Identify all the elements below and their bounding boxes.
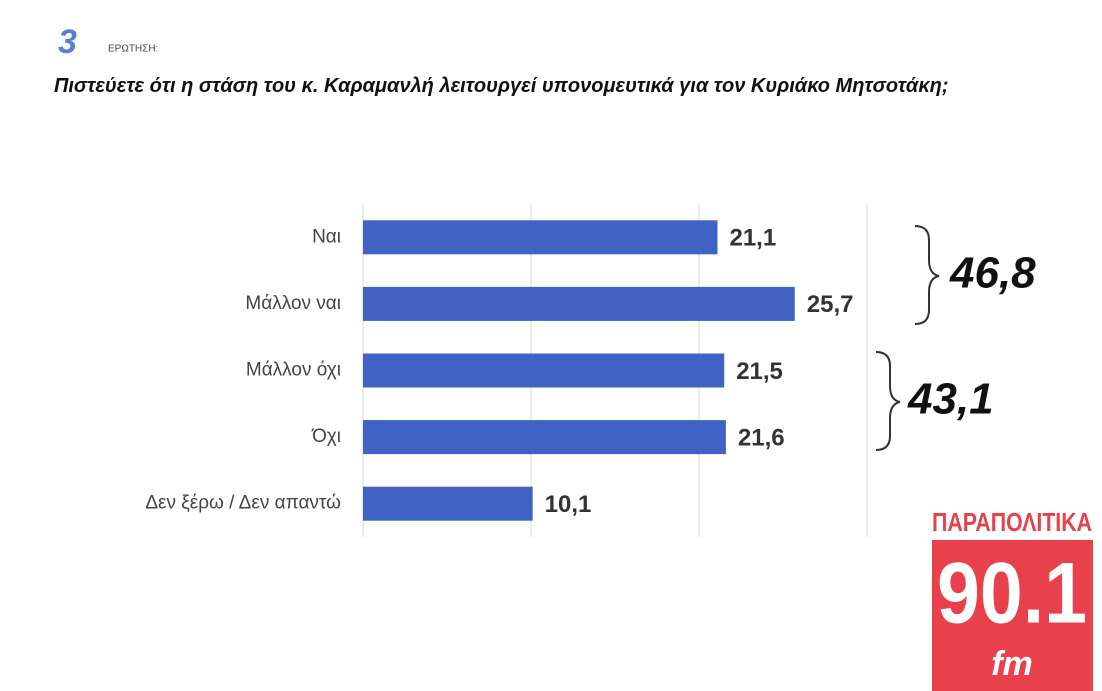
bar — [363, 220, 718, 255]
value-label: 10,1 — [545, 491, 592, 518]
value-label: 25,7 — [807, 291, 854, 318]
logo-main: 90.1 — [937, 546, 1087, 642]
value-label: 21,5 — [736, 358, 783, 385]
y-tick-label: Όχι — [311, 426, 341, 447]
logo-top: ΠΑΡΑΠΟΛΙΤΙΚΑ — [932, 507, 1092, 537]
logo-box — [932, 540, 1093, 691]
y-tick-label: Μάλλον ναι — [245, 293, 341, 314]
annotation: 46,8 — [949, 249, 1036, 298]
logo-sub: fm — [991, 645, 1033, 683]
chart-title: Πιστεύετε ότι η στάση του κ. Καραμανλή λ… — [54, 75, 949, 97]
question-label: ΕΡΩΤΗΣΗ: — [108, 44, 158, 55]
bar — [363, 420, 726, 455]
bar — [363, 286, 795, 321]
bar — [363, 353, 725, 388]
value-label: 21,1 — [729, 225, 776, 252]
bar — [363, 486, 533, 521]
question-number: 3 — [58, 23, 77, 61]
y-tick-label: Μάλλον όχι — [246, 360, 341, 381]
value-label: 21,6 — [738, 424, 785, 451]
annotation: 43,1 — [907, 375, 994, 424]
bracket — [875, 351, 901, 451]
y-tick-label: Ναι — [312, 226, 341, 247]
y-tick-label: Δεν ξέρω / Δεν απαντώ — [145, 493, 341, 514]
bracket — [914, 225, 940, 325]
